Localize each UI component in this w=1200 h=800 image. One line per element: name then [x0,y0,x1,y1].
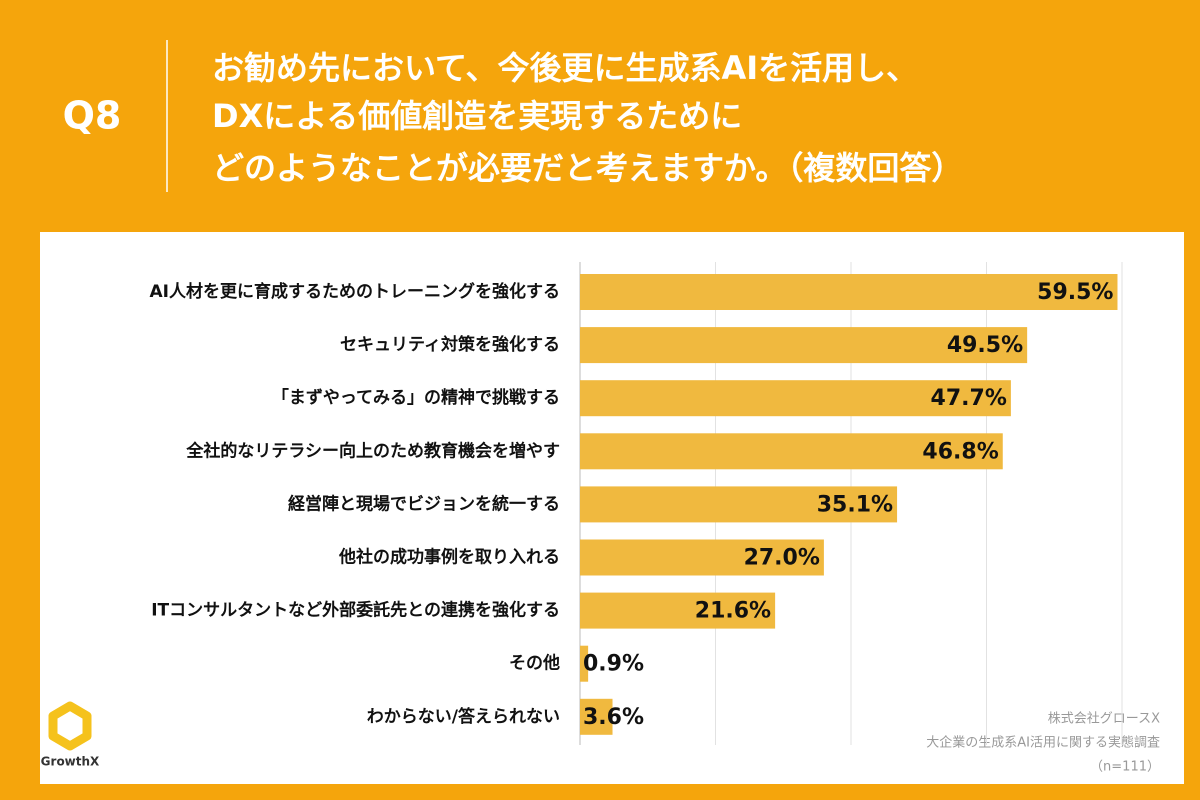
bar [580,539,824,576]
bar [580,486,898,523]
value-label: 21.6% [695,599,771,624]
bar [580,327,1028,364]
source: 大企業の生成系AI活用に関する実態調査 [926,735,1160,751]
value-label: 27.0% [744,546,820,571]
category-label: 「まずやってみる」の精神で挑戦する [272,387,560,408]
category-label: AI人材を更に育成するためのトレーニングを強化する [150,281,560,302]
title-line: どのようなことが必要だと考えますか。（複数回答） [212,149,963,187]
value-label: 3.6% [583,705,644,730]
value-label: 46.8% [922,439,998,464]
question-number: Q8 [63,94,122,138]
plot: AI人材を更に育成するためのトレーニングを強化する 59.5% セキュリティ対策を強… [150,262,1123,745]
category-label: わからない/答えられない [367,706,560,727]
category-label: 経営陣と現場でビジョンを統一する [288,493,560,514]
value-label: 59.5% [1037,280,1113,305]
source: （n=111） [1090,760,1160,775]
title-line: お勧め先において、今後更に生成系AIを活用し、 [212,49,918,87]
logo-icon [48,701,92,751]
category-label: その他 [509,653,560,674]
value-label: 35.1% [817,492,893,517]
bar [580,433,1003,470]
bar [580,698,613,735]
bar [580,645,589,682]
bar [580,380,1011,417]
value-label: 49.5% [947,333,1023,358]
category-label: 他社の成功事例を取り入れる [338,547,560,568]
bar [580,274,1118,310]
value-label: 47.7% [931,386,1007,411]
category-label: ITコンサルタントなど外部委託先との連携を強化する [151,600,560,621]
category-label: 全社的なリテラシー向上のため教育機会を増やす [185,440,560,461]
title-line: DXによる価値創造を実現するために [212,97,742,135]
category-label: セキュリティ対策を強化する [340,334,560,355]
value-label: 0.9% [583,652,644,677]
bar [580,592,776,629]
logo-text: GrowthX [41,755,100,769]
source: 株式会社グロースX [1048,711,1160,727]
